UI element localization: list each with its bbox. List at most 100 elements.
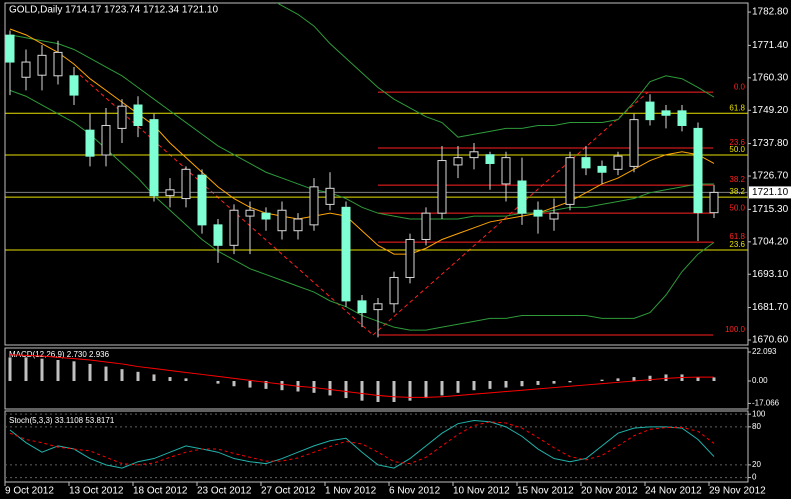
macd-bar <box>632 377 636 382</box>
y-tick-label: 1681.70 <box>752 302 789 313</box>
macd-bar <box>472 381 476 391</box>
x-tick-label: 20 Nov 2012 <box>581 486 638 497</box>
macd-title: MACD(12,26,9) 2.730 2.936 <box>9 350 110 359</box>
x-tick-label: 27 Oct 2012 <box>261 486 316 497</box>
x-tick-label: 6 Nov 2012 <box>389 486 441 497</box>
macd-bar <box>360 381 364 401</box>
stoch-title: Stoch(5,3,3) 33.1108 53.8171 <box>9 416 115 425</box>
candle-body <box>213 224 223 246</box>
macd-bar <box>376 381 380 403</box>
candle-body <box>85 129 95 157</box>
y-tick-label: 1771.40 <box>752 40 789 51</box>
candle-body <box>197 174 207 226</box>
macd-bar <box>600 379 604 382</box>
candle-body <box>21 61 31 78</box>
candle-body <box>181 168 191 200</box>
candle-body <box>37 54 47 76</box>
macd-bar <box>152 374 156 382</box>
candle-body <box>165 189 175 197</box>
candle-body <box>453 157 463 166</box>
band-middle <box>9 34 714 220</box>
candle-body <box>117 105 127 129</box>
x-tick-label: 1 Nov 2012 <box>325 486 377 497</box>
macd-bar <box>424 381 428 399</box>
candle-body <box>629 119 639 167</box>
chart-title: GOLD,Daily 1714.17 1723.74 1712.34 1721.… <box>9 5 218 16</box>
candle-body <box>533 209 543 217</box>
macd-bar <box>520 381 524 387</box>
candle-body <box>517 180 527 214</box>
macd-bar <box>8 357 12 382</box>
macd-bar <box>88 363 92 382</box>
macd-bar <box>216 381 220 384</box>
candle-body <box>661 110 671 116</box>
macd-bar <box>616 378 620 382</box>
current-price-box <box>749 186 791 199</box>
x-tick-label: 15 Nov 2012 <box>517 486 574 497</box>
y-tick-label: 1760.30 <box>752 72 789 83</box>
y-tick-label: 1726.70 <box>752 171 789 182</box>
macd-bar <box>40 358 44 382</box>
macd-bar <box>168 377 172 382</box>
macd-bar <box>136 371 140 382</box>
candle-body <box>597 165 607 173</box>
candle-body <box>565 157 575 205</box>
band-upper <box>276 3 715 138</box>
candle-body <box>421 212 431 240</box>
candle-body <box>485 154 495 164</box>
fib-label: 61.8 <box>729 103 745 112</box>
macd-bar <box>440 381 444 396</box>
macd-bar <box>280 381 284 391</box>
y-tick-label: 1715.30 <box>752 204 789 215</box>
candle-body <box>501 157 511 185</box>
fib-label: 38.2 <box>729 187 745 196</box>
macd-bar <box>24 357 28 382</box>
fib-label: 50.0 <box>729 203 745 212</box>
y-tick-label: 1704.20 <box>752 236 789 247</box>
macd-bar <box>696 377 700 382</box>
macd-bar <box>712 377 716 382</box>
y-tick-label: 20 <box>752 460 761 469</box>
candle-body <box>133 104 143 126</box>
y-tick-label: 1670.60 <box>752 335 789 346</box>
main-panel <box>4 2 749 346</box>
macd-bar <box>456 381 460 393</box>
moving-average <box>9 28 715 255</box>
y-tick-label: 0.00 <box>752 376 768 385</box>
candle-body <box>149 119 159 197</box>
x-tick-label: 18 Oct 2012 <box>133 486 188 497</box>
candle-body <box>373 303 383 311</box>
stoch-k <box>9 420 715 469</box>
macd-bar <box>648 375 652 382</box>
y-tick-label: 100 <box>752 409 766 418</box>
macd-bar <box>504 381 508 388</box>
current-price-label: 1721.10 <box>752 187 789 198</box>
x-tick-label: 9 Oct 2012 <box>5 486 54 497</box>
y-tick-label: 1782.80 <box>752 7 789 18</box>
candle-body <box>437 160 447 214</box>
candle-body <box>69 75 79 96</box>
macd-bar <box>328 381 332 396</box>
fib-label: 38.2 <box>729 175 745 184</box>
macd-bar <box>184 378 188 382</box>
macd-bar <box>120 369 124 382</box>
candle-body <box>469 151 479 159</box>
macd-bar <box>312 381 316 393</box>
macd-bar <box>232 381 236 387</box>
fib-label: 23.6 <box>729 138 745 147</box>
candle-body <box>101 124 111 156</box>
candle-body <box>325 187 335 205</box>
candle-body <box>5 34 15 63</box>
macd-panel <box>4 347 749 410</box>
main-plot <box>5 3 748 338</box>
x-tick-label: 13 Oct 2012 <box>69 486 124 497</box>
macd-bar <box>56 359 60 382</box>
stoch-d <box>9 421 715 466</box>
macd-bar <box>104 366 108 382</box>
macd-bar <box>552 381 556 384</box>
y-tick-label: 1693.10 <box>752 269 789 280</box>
macd-bar <box>488 381 492 389</box>
macd-bar <box>664 374 668 382</box>
fib-label: 61.8 <box>729 232 745 241</box>
fib-label: 0.0 <box>734 82 746 91</box>
